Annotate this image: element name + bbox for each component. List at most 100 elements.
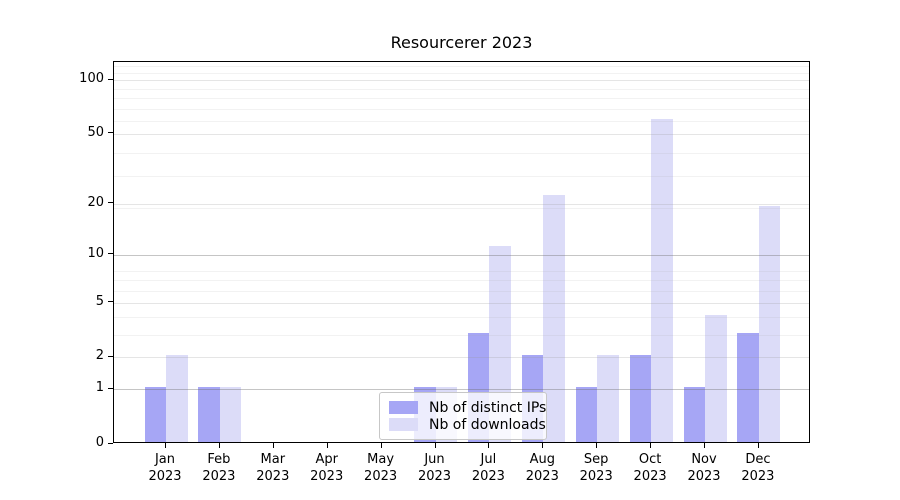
bar-distinct-ips-sep — [575, 387, 598, 442]
x-axis-tick — [380, 443, 382, 448]
bar-downloads-nov — [705, 315, 727, 442]
bar-downloads-aug — [543, 194, 565, 442]
y-axis-tick — [108, 253, 113, 255]
gridline-y50 — [114, 133, 809, 135]
x-tick-year: 2023 — [525, 469, 559, 484]
x-tick-month: Dec — [745, 452, 771, 467]
gridline-minor-y79 — [114, 98, 809, 100]
x-tick-month: Jun — [424, 452, 445, 467]
y-tick-label: 1 — [95, 380, 104, 396]
x-tick-year: 2023 — [364, 469, 398, 484]
x-tick-month: Oct — [638, 452, 662, 467]
gridline-minor-y69 — [114, 108, 809, 110]
x-tick-label: Mar 2023 — [241, 451, 305, 485]
x-tick-month: May — [367, 452, 395, 467]
x-tick-year: 2023 — [687, 469, 721, 484]
x-axis-tick — [272, 443, 274, 448]
bar-distinct-ips-jan — [144, 387, 166, 442]
y-tick-label: 0 — [95, 435, 104, 450]
bar-downloads-feb — [219, 387, 242, 442]
bar-distinct-ips-dec — [737, 332, 759, 442]
x-tick-label: Sep 2023 — [564, 451, 628, 485]
bar-distinct-ips-nov — [683, 387, 705, 442]
y-axis-tick — [108, 442, 113, 444]
x-tick-label: Nov 2023 — [672, 451, 736, 485]
x-axis-tick — [326, 443, 328, 448]
bar-downloads-sep — [597, 355, 619, 442]
bar-downloads-jan — [166, 355, 188, 442]
x-tick-month: Aug — [529, 452, 555, 467]
x-tick-label: Jan 2023 — [133, 451, 197, 485]
y-axis-tick — [108, 355, 113, 357]
gridline-y20 — [114, 203, 809, 205]
bar-distinct-ips-feb — [198, 387, 220, 442]
gridline-y10 — [114, 254, 809, 256]
legend-label-distinct-ips: Nb of distinct IPs — [429, 399, 547, 416]
x-axis-tick — [704, 443, 705, 448]
y-tick-label: 10 — [87, 245, 104, 261]
x-axis-tick — [650, 443, 652, 448]
x-tick-month: Jan — [154, 452, 176, 467]
gridline-minor-y109 — [114, 73, 809, 75]
x-axis-tick — [218, 443, 220, 448]
y-tick-label: 100 — [79, 71, 104, 86]
x-axis-tick — [165, 443, 166, 448]
x-tick-label: Oct 2023 — [618, 451, 682, 485]
gridline-minor-y6 — [114, 290, 809, 292]
plot-area: Nb of distinct IPs Nb of downloads — [113, 61, 810, 443]
legend-row-downloads: Nb of downloads — [389, 416, 546, 433]
gridline-minor-y19 — [114, 207, 809, 209]
y-tick-label: 20 — [87, 194, 104, 210]
y-tick-label: 50 — [87, 124, 104, 140]
x-tick-label: Dec 2023 — [726, 451, 790, 485]
y-axis-tick — [108, 301, 113, 303]
x-tick-year: 2023 — [741, 469, 775, 484]
gridline-minor-y29 — [114, 175, 809, 177]
bar-downloads-oct — [651, 119, 673, 442]
legend-row-distinct-ips: Nb of distinct IPs — [389, 399, 546, 416]
x-tick-year: 2023 — [256, 469, 290, 484]
bar-distinct-ips-oct — [629, 355, 652, 442]
x-axis-tick — [434, 443, 436, 448]
x-tick-month: Apr — [315, 452, 338, 467]
x-tick-label: Apr 2023 — [295, 451, 359, 485]
x-tick-month: Nov — [691, 452, 717, 467]
gridline-minor-y39 — [114, 153, 809, 155]
x-tick-year: 2023 — [202, 469, 236, 484]
y-axis-tick — [108, 78, 113, 80]
x-tick-year: 2023 — [633, 469, 667, 484]
x-axis-tick — [542, 443, 544, 448]
gridline-minor-y59 — [114, 121, 809, 123]
x-tick-label: Jul 2023 — [456, 451, 520, 485]
legend-label-downloads: Nb of downloads — [429, 416, 546, 433]
chart-title: Resourcerer 2023 — [390, 33, 533, 52]
y-axis-tick — [108, 132, 113, 134]
y-axis-tick — [108, 202, 113, 204]
x-tick-label: May 2023 — [349, 451, 413, 485]
gridline-y5 — [114, 302, 809, 304]
x-tick-label: Jun 2023 — [403, 451, 467, 485]
x-tick-year: 2023 — [579, 469, 613, 484]
gridline-minor-y7 — [114, 280, 809, 281]
x-tick-month: Mar — [260, 452, 286, 467]
y-tick-label: 5 — [95, 293, 104, 309]
x-tick-month: Jul — [480, 452, 497, 467]
x-axis-tick — [488, 443, 490, 448]
gridline-minor-y89 — [114, 89, 809, 91]
x-tick-year: 2023 — [310, 469, 344, 484]
gridline-minor-y119 — [114, 66, 809, 68]
gridline-y100 — [114, 80, 809, 81]
x-axis-tick — [757, 443, 759, 448]
y-tick-label: 2 — [95, 348, 104, 364]
x-tick-year: 2023 — [148, 469, 182, 484]
x-tick-label: Aug 2023 — [510, 451, 574, 485]
x-axis-tick — [596, 443, 598, 448]
x-tick-month: Sep — [583, 452, 609, 467]
gridline-minor-y8 — [114, 270, 809, 272]
legend-swatch-distinct-ips-icon — [389, 401, 418, 414]
x-tick-year: 2023 — [417, 469, 452, 484]
bar-downloads-dec — [758, 205, 781, 442]
legend: Nb of distinct IPs Nb of downloads — [379, 392, 547, 440]
x-tick-year: 2023 — [471, 469, 505, 484]
